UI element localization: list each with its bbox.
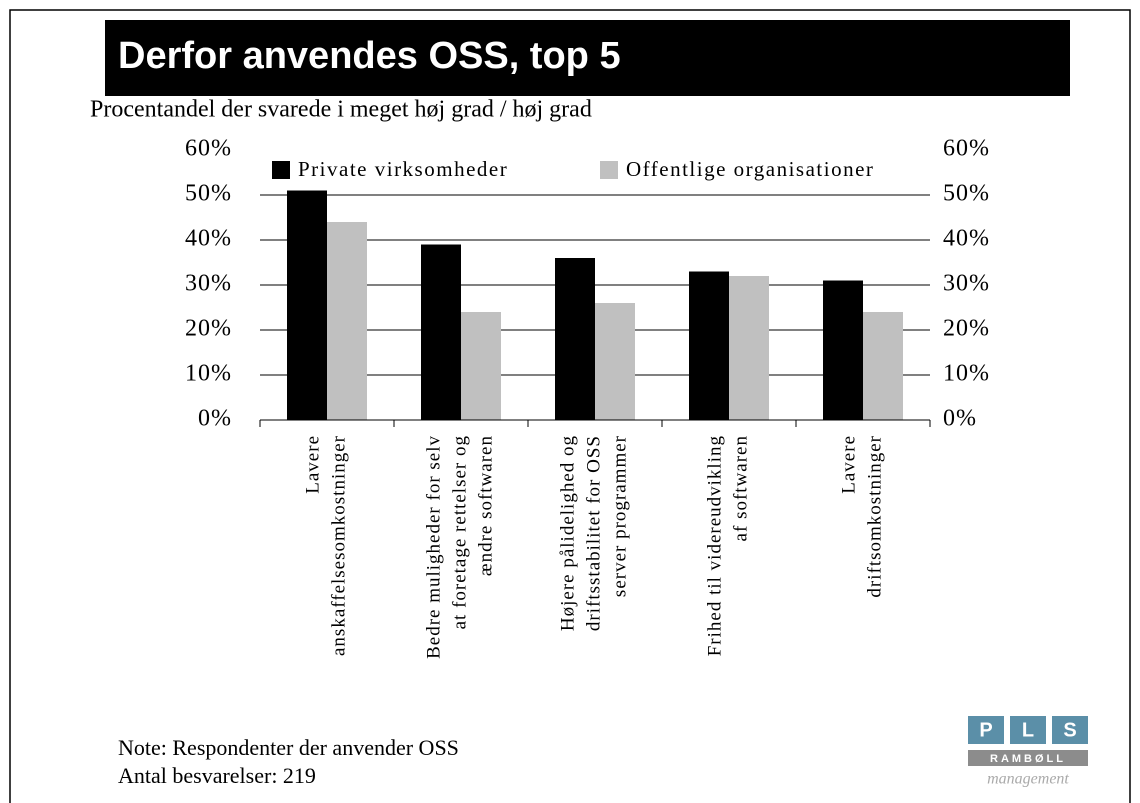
y-tick-label: 60% [185, 136, 232, 162]
subtitle: Procentandel der svarede i meget høj gra… [90, 97, 592, 123]
x-tick-label: anskaffelsesomkostninger [328, 435, 349, 656]
bar [327, 222, 367, 420]
bar [729, 276, 769, 420]
y-tick-label: 20% [185, 316, 232, 342]
y2-tick-label: 40% [943, 226, 990, 252]
legend-label: Offentlige organisationer [626, 157, 874, 181]
y-tick-label: 40% [185, 226, 232, 252]
logo-company: RAMBØLL [990, 753, 1066, 765]
logo-band [968, 750, 1088, 766]
bar [555, 258, 595, 420]
x-tick-label: Frihed til videreudvikling [704, 435, 725, 656]
bar [287, 190, 327, 420]
x-tick-label: driftsomkostninger [864, 435, 885, 598]
x-tick-label: ændre softwaren [475, 435, 496, 576]
x-tick-label: driftsstabilitet for OSS [583, 435, 604, 631]
bar [689, 271, 729, 420]
title-bar [105, 20, 1070, 96]
x-tick-label: af softwaren [730, 435, 751, 541]
x-tick-label: at foretage rettelser og [449, 435, 470, 629]
x-tick-label: Lavere [838, 435, 859, 494]
logo-letter: L [1022, 719, 1034, 741]
logo-sub: management [987, 771, 1069, 788]
legend-swatch [600, 161, 618, 179]
chart-title: Derfor anvendes OSS, top 5 [118, 35, 621, 77]
bar [595, 303, 635, 420]
logo-box [1052, 716, 1088, 744]
x-tick-label: Bedre muligheder for selv [423, 435, 444, 659]
y-tick-label: 0% [198, 406, 232, 432]
bar [823, 280, 863, 420]
logo-letter: P [979, 719, 992, 741]
legend-label: Private virksomheder [298, 157, 508, 181]
y2-tick-label: 60% [943, 136, 990, 162]
x-tick-label: Højere pålidelighed og [557, 435, 578, 631]
y2-tick-label: 20% [943, 316, 990, 342]
y2-tick-label: 30% [943, 271, 990, 297]
y-tick-label: 30% [185, 271, 232, 297]
bar [421, 244, 461, 420]
bar [863, 312, 903, 420]
y-tick-label: 50% [185, 181, 232, 207]
y-tick-label: 10% [185, 361, 232, 387]
y2-tick-label: 10% [943, 361, 990, 387]
logo: P L S RAMBØLL management [968, 716, 1088, 788]
logo-box [1010, 716, 1046, 744]
x-tick-label: server programmer [609, 435, 630, 597]
x-tick-label: Lavere [302, 435, 323, 494]
bar [461, 312, 501, 420]
note: Antal besvarelser: 219 [118, 763, 316, 788]
y2-tick-label: 50% [943, 181, 990, 207]
logo-letter: S [1063, 719, 1076, 741]
logo-box [968, 716, 1004, 744]
note: Note: Respondenter der anvender OSS [118, 735, 459, 760]
y2-tick-label: 0% [943, 406, 977, 432]
frame [9, 9, 1131, 803]
legend-swatch [272, 161, 290, 179]
